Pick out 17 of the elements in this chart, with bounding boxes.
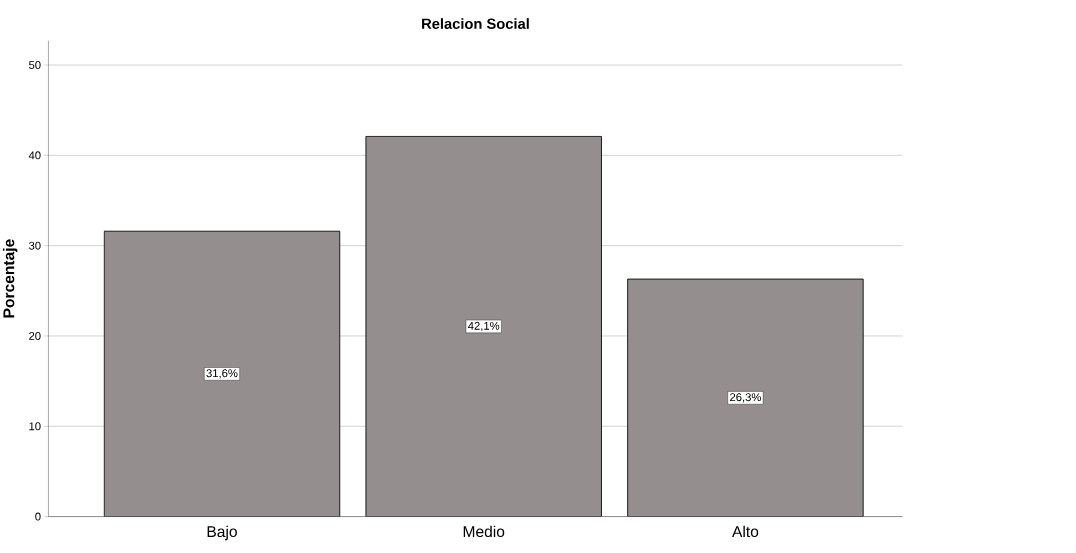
y-tick-label: 30 xyxy=(28,241,41,250)
y-tick-label: 50 xyxy=(28,61,41,70)
y-tick-label: 20 xyxy=(29,332,41,340)
x-tick-label: Alto xyxy=(732,525,759,538)
data-label: 26,3% xyxy=(730,393,761,403)
y-axis-title: Porcentaje xyxy=(2,239,18,318)
y-tick-label: 10 xyxy=(29,422,41,431)
bar xyxy=(103,230,341,517)
bar xyxy=(365,135,602,517)
chart-title: Relacion Social xyxy=(422,18,529,29)
data-label: 31,6% xyxy=(206,369,238,379)
x-tick-label: Medio xyxy=(463,525,505,538)
bar xyxy=(627,278,864,517)
y-tick-label: 40 xyxy=(28,151,41,160)
data-label: 42,1% xyxy=(468,321,500,332)
y-tick-label: 0 xyxy=(35,512,41,521)
x-tick-label: Bajo xyxy=(207,525,237,541)
